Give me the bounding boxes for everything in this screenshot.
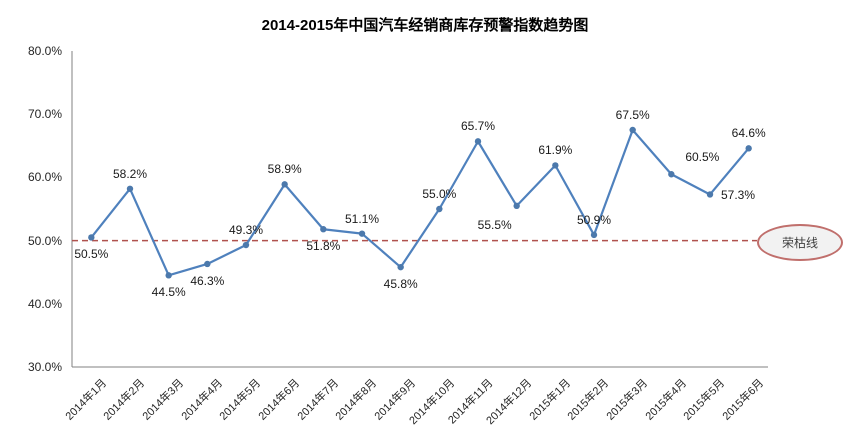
y-axis-label: 40.0%: [27, 296, 62, 311]
y-axis-label: 80.0%: [27, 44, 62, 58]
data-point-marker: [706, 191, 714, 198]
reference-line-label: 荣枯线: [781, 236, 818, 250]
data-point-marker: [513, 202, 520, 210]
y-axis-label: 30.0%: [27, 360, 62, 374]
data-point-value-label: 65.7%: [460, 119, 496, 134]
data-point-marker: [320, 226, 327, 233]
data-point-marker: [204, 260, 211, 268]
data-point-value-label: 60.5%: [685, 150, 720, 165]
y-axis-label: 70.0%: [27, 107, 62, 122]
data-point-value-label: 49.3%: [228, 223, 264, 238]
data-point-value-label: 64.6%: [731, 126, 766, 141]
data-point-marker: [629, 126, 636, 134]
data-point-value-label: 46.3%: [190, 273, 225, 288]
chart-title: 2014-2015年中国汽车经销商库存预警指数趋势图: [261, 17, 589, 34]
data-point-marker: [126, 185, 134, 192]
data-point-marker: [745, 145, 752, 152]
data-point-marker: [397, 263, 404, 271]
data-point-marker: [88, 234, 95, 241]
data-point-marker: [358, 230, 366, 237]
data-point-marker: [590, 231, 598, 239]
data-point-marker: [474, 138, 482, 145]
y-axis-label: 60.0%: [27, 170, 62, 185]
data-point-value-label: 57.3%: [720, 188, 756, 203]
data-point-value-label: 44.5%: [151, 285, 186, 300]
data-point-value-label: 51.8%: [306, 239, 341, 254]
data-point-value-label: 51.1%: [344, 211, 380, 226]
data-point-value-label: 58.2%: [112, 166, 148, 181]
data-point-value-label: 50.5%: [74, 247, 109, 262]
reference-line-callout: 荣枯线: [757, 224, 843, 261]
data-point-marker: [436, 205, 443, 213]
data-point-marker: [165, 272, 172, 279]
data-point-value-label: 50.9%: [576, 212, 612, 227]
index-line-series: [90, 128, 750, 277]
y-axis-label: 50.0%: [27, 233, 62, 248]
data-point-value-label: 61.9%: [538, 143, 573, 158]
data-point-value-label: 58.9%: [267, 162, 302, 177]
data-point-marker: [552, 162, 559, 169]
data-point-marker: [281, 181, 288, 188]
data-point-value-label: 67.5%: [615, 108, 650, 122]
data-point-value-label: 55.0%: [422, 187, 457, 201]
data-point-value-label: 45.8%: [383, 277, 418, 292]
data-point-marker: [668, 171, 675, 178]
data-point-value-label: 55.5%: [477, 217, 512, 232]
data-point-marker: [242, 241, 250, 249]
